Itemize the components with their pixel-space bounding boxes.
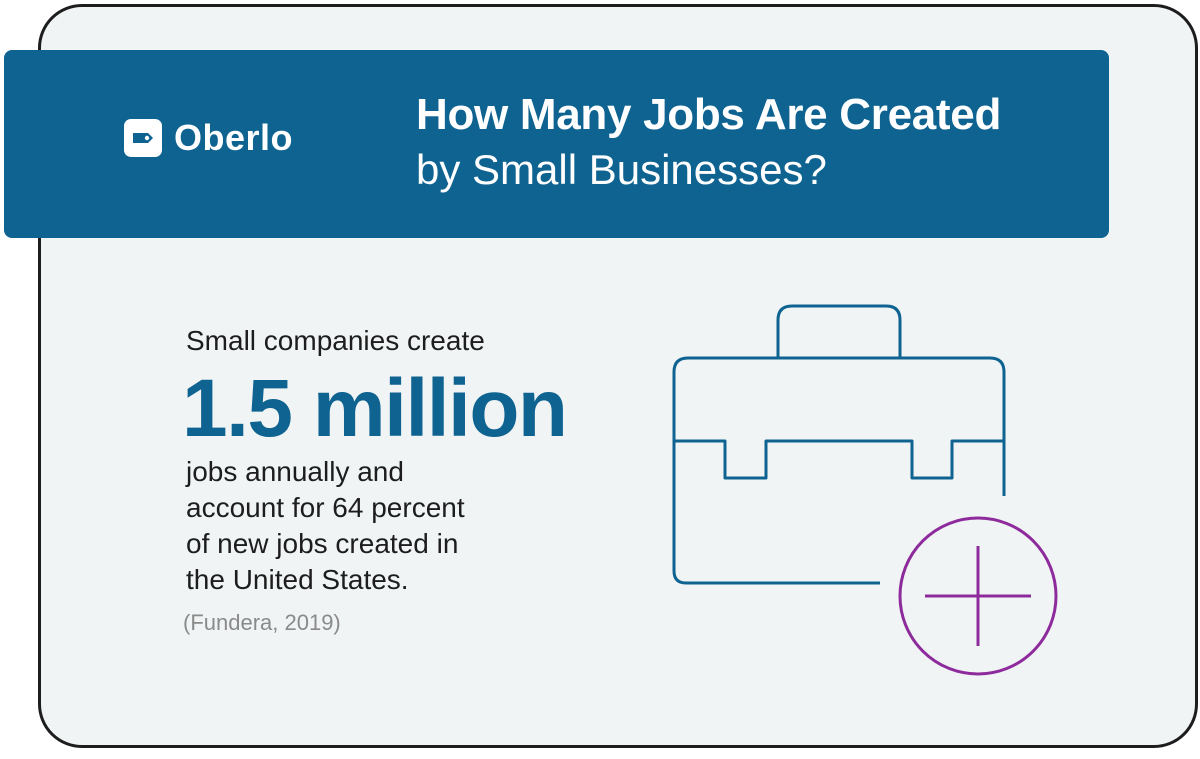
briefcase-illustration: [672, 304, 1058, 676]
stat-value: 1.5 million: [182, 363, 568, 454]
plus-circle-icon: [898, 516, 1058, 676]
stat-intro: Small companies create: [186, 325, 485, 356]
brand-name: Oberlo: [174, 117, 294, 158]
stat-description-line: the United States.: [186, 564, 409, 595]
page-subtitle: by Small Businesses?: [416, 146, 827, 193]
source-citation: (Fundera, 2019): [183, 610, 341, 635]
stat-description-line: account for 64 percent: [186, 492, 465, 523]
stat-description-line: of new jobs created in: [186, 528, 459, 559]
briefcase-icon: [672, 304, 1006, 585]
stat-description-line: jobs annually and: [186, 456, 404, 487]
page-title: How Many Jobs Are Created: [416, 90, 1002, 139]
price-tag-icon: [124, 119, 162, 157]
header-banner: [4, 50, 1109, 238]
stat-description: jobs annually and account for 64 percent…: [186, 454, 465, 598]
brand-logo: Oberlo: [124, 116, 293, 160]
